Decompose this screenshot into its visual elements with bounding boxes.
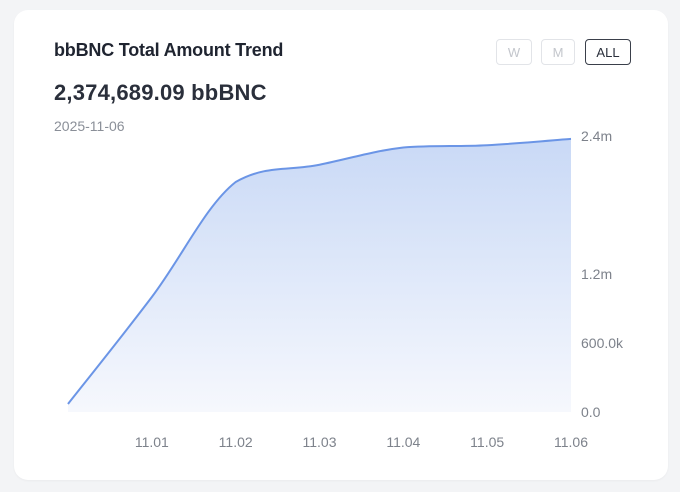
area-fill (68, 138, 571, 412)
y-tick-label: 2.4m (581, 128, 612, 144)
chart-title: bbBNC Total Amount Trend (54, 40, 284, 60)
series-line (67, 137, 572, 405)
current-date: 2025-11-06 (54, 118, 125, 134)
x-tick-label: 11.01 (135, 434, 169, 450)
x-tick-label: 11.06 (554, 434, 588, 450)
range-month-button[interactable]: M (541, 39, 575, 65)
range-week-button[interactable]: W (496, 39, 532, 65)
x-tick-label: 11.04 (386, 434, 420, 450)
x-tick-label: 11.02 (219, 434, 253, 450)
y-tick-label: 0.0 (581, 404, 601, 420)
y-tick-label: 600.0k (581, 335, 624, 351)
y-tick-label: 1.2m (581, 266, 612, 282)
x-tick-label: 11.03 (303, 434, 337, 450)
total-amount: 2,374,689.09 bbBNC (54, 80, 267, 105)
x-tick-label: 11.05 (470, 434, 504, 450)
range-all-button[interactable]: ALL (585, 39, 631, 65)
